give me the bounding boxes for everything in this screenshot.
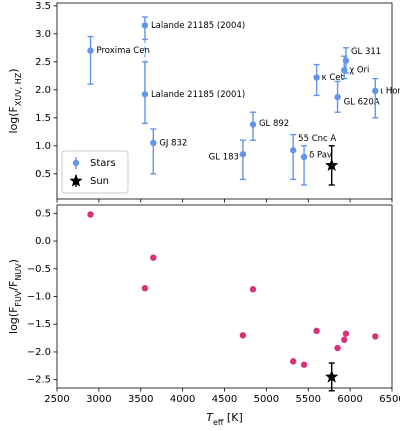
error-bar <box>87 35 94 85</box>
point-label: GL 892 <box>259 119 289 129</box>
point <box>342 57 350 64</box>
point <box>141 91 149 98</box>
x-tick-label: 6500 <box>379 394 400 405</box>
point <box>249 286 257 293</box>
error-bar <box>290 133 297 181</box>
y-axis-label-part: / <box>7 287 20 291</box>
y-axis-label-part: ) <box>7 68 20 72</box>
x-tick-label: 6000 <box>337 394 362 405</box>
y-tick-label: 3.5 <box>35 1 51 12</box>
point <box>87 211 94 218</box>
point <box>239 151 247 158</box>
x-tick-label: 5000 <box>254 394 279 405</box>
point <box>150 139 157 147</box>
point <box>239 332 247 339</box>
point <box>141 22 149 29</box>
point <box>372 333 379 340</box>
point <box>289 147 297 154</box>
point <box>300 153 308 161</box>
point <box>150 254 157 261</box>
point <box>249 121 257 128</box>
legend-label: Sun <box>90 176 109 187</box>
point <box>313 327 320 335</box>
sun-marker <box>325 369 339 383</box>
point-label: GL 620A <box>344 98 380 108</box>
point <box>289 358 297 365</box>
x-axis-label-part: eff <box>213 418 224 427</box>
point-label: ι Hor <box>380 86 400 96</box>
y-tick-label: −2.0 <box>27 347 51 358</box>
y-axis-label-part: ) <box>7 259 20 263</box>
y-axis-label-part: log( <box>7 112 20 133</box>
x-axis-label-part: [K] <box>223 411 242 424</box>
x-tick-label: 5500 <box>296 394 321 405</box>
y-axis-label-part: log( <box>7 313 20 334</box>
y-tick-label: 0.0 <box>35 236 51 247</box>
x-tick-label: 3000 <box>86 394 111 405</box>
y-tick-label: 0.5 <box>35 169 51 180</box>
y-axis-label: log(FXUV, HZ) <box>7 68 23 133</box>
y-axis-label: log(FFUV/FNUV) <box>7 259 23 334</box>
error-bar <box>150 128 157 175</box>
point-label: κ Cet <box>322 73 345 83</box>
y-tick-label: 0.5 <box>35 208 51 219</box>
point-label: 55 Cnc A <box>298 134 336 144</box>
legend-label: Stars <box>90 158 116 169</box>
y-tick-label: −1.5 <box>27 319 51 330</box>
y-axis-label-part: XUV, HZ <box>14 72 23 106</box>
error-bar <box>301 145 308 186</box>
y-axis-label-part: F <box>7 281 20 287</box>
y-tick-label: −0.5 <box>27 264 51 275</box>
error-bar <box>239 139 246 181</box>
error-bar <box>372 77 379 119</box>
sun-marker <box>325 158 339 172</box>
point <box>334 344 341 352</box>
y-tick-label: 2.5 <box>35 57 51 68</box>
point-label: Lalande 21185 (2004) <box>151 21 245 31</box>
x-tick-label: 4500 <box>212 394 237 405</box>
point-label: δ Pav <box>309 151 332 161</box>
y-tick-label: 1.0 <box>35 141 51 152</box>
x-tick-label: 4000 <box>170 394 195 405</box>
y-axis-label-part: F <box>7 106 20 112</box>
y-tick-label: 1.5 <box>35 113 51 124</box>
y-axis-label-part: FUV <box>14 290 23 306</box>
point <box>87 47 94 54</box>
y-tick-label: 3.0 <box>35 29 51 40</box>
legend-marker <box>72 159 80 167</box>
y-axis-label-part: F <box>7 307 20 313</box>
point <box>313 74 320 81</box>
point-label: χ Ori <box>349 66 369 76</box>
point-label: Proxima Cen <box>97 46 150 56</box>
x-axis-label-part: T <box>206 411 214 424</box>
x-tick-label: 3500 <box>128 394 153 405</box>
point <box>334 93 341 101</box>
point-label: GL 183 <box>209 153 239 163</box>
point <box>300 361 308 368</box>
point-label: GL 311 <box>351 47 381 57</box>
point <box>372 87 379 95</box>
y-axis-label-part: NUV <box>14 263 23 281</box>
y-tick-label: −1.0 <box>27 292 51 303</box>
point <box>341 336 348 343</box>
point-label: GJ 832 <box>159 139 187 149</box>
point <box>342 330 350 337</box>
plot-frame <box>56 204 393 389</box>
legend-marker <box>69 174 83 187</box>
point-label: Lalande 21185 (2001) <box>151 90 245 100</box>
y-tick-label: 2.0 <box>35 85 51 96</box>
y-tick-label: −2.5 <box>27 375 51 386</box>
x-axis-label: Teff [K] <box>206 411 242 427</box>
point <box>141 284 149 292</box>
x-tick-label: 2500 <box>44 394 69 405</box>
